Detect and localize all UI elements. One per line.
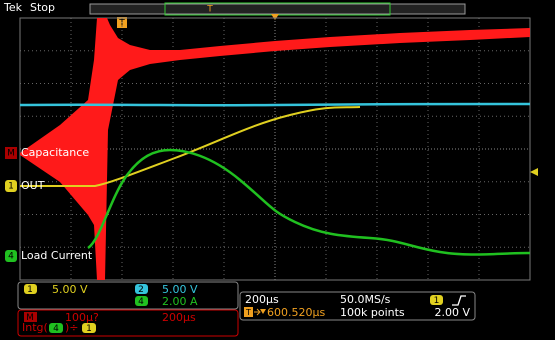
math-expr: )÷ bbox=[65, 321, 79, 334]
math-divisor-badge bbox=[82, 323, 96, 333]
channel-badge-label: 4 bbox=[8, 252, 14, 262]
channel-badge-label: 1 bbox=[8, 182, 14, 192]
channel-label: Load Current bbox=[21, 249, 93, 262]
readout-badge bbox=[24, 284, 37, 294]
trigger-position-arrow bbox=[271, 14, 279, 20]
trigger-icon: T bbox=[245, 308, 251, 317]
record-trigger-marker: T bbox=[206, 5, 213, 15]
ch2-scale: 5.00 V bbox=[162, 283, 198, 296]
load-current-trace bbox=[87, 148, 531, 256]
channel-badge bbox=[5, 250, 17, 262]
readout-badge bbox=[24, 312, 37, 322]
math-expr: Intg( bbox=[22, 321, 48, 334]
ch4-scale: 2.00 A bbox=[162, 295, 198, 308]
readout-badge bbox=[135, 284, 148, 294]
readout-badge bbox=[135, 296, 148, 306]
math-source-badge bbox=[49, 323, 63, 333]
ch2-trace bbox=[19, 102, 531, 107]
trigger-marker: T bbox=[118, 19, 125, 29]
trigger-arrow-icon bbox=[254, 308, 261, 316]
trigger-icon-box bbox=[244, 307, 253, 317]
math-scale: 100µ? bbox=[65, 311, 99, 324]
trigger-source-badge bbox=[430, 295, 443, 305]
readout-badge-label: M bbox=[26, 313, 34, 323]
ch1-scale: 5.00 V bbox=[52, 283, 88, 296]
run-status: Stop bbox=[30, 1, 55, 14]
graticule-frame bbox=[19, 17, 531, 281]
channel-badge bbox=[5, 147, 17, 159]
brand: Tek bbox=[3, 1, 23, 14]
trigger-level: 2.00 V bbox=[434, 306, 470, 319]
readout-badge-label: 2 bbox=[138, 285, 144, 295]
trigger-slope-icon bbox=[452, 295, 466, 306]
math-time: 200µs bbox=[162, 311, 196, 324]
acquisition-box bbox=[239, 291, 476, 321]
trigger-level-arrow bbox=[530, 168, 538, 176]
math-divisor: 1 bbox=[86, 324, 92, 334]
trigger-source: 1 bbox=[434, 296, 440, 306]
channel-badge-label: M bbox=[7, 149, 15, 159]
sample-rate: 50.0MS/s bbox=[340, 293, 391, 306]
record-bar bbox=[89, 3, 466, 15]
math-source: 4 bbox=[53, 324, 59, 334]
trigger-pointer-icon bbox=[260, 309, 266, 314]
channel-label: Capacitance bbox=[21, 146, 89, 159]
readout-badge-label: 1 bbox=[27, 285, 33, 295]
channel-badge bbox=[5, 180, 17, 192]
channel-readout-box bbox=[17, 281, 239, 310]
timebase: 200µs bbox=[245, 293, 279, 306]
channel-label: OUT bbox=[21, 179, 45, 192]
trigger-position: 600.520µs bbox=[267, 306, 325, 319]
out-trace bbox=[20, 106, 361, 187]
math-readout-box bbox=[17, 309, 239, 337]
readout-badge-label: 4 bbox=[138, 297, 144, 307]
record-length: 100k points bbox=[340, 306, 405, 319]
